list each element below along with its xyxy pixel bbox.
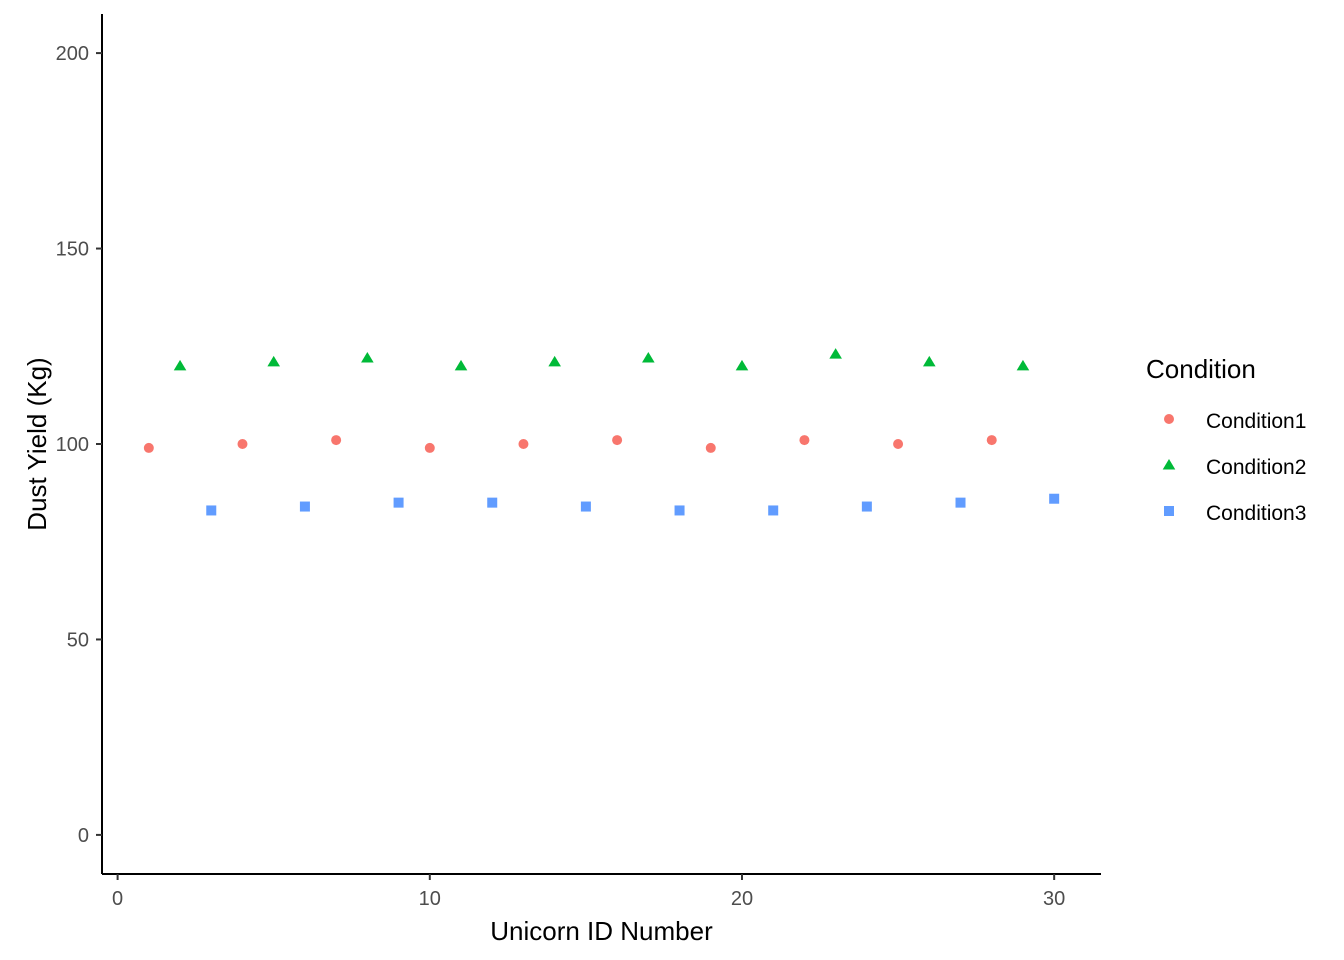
data-point-condition1 xyxy=(518,439,529,449)
data-point-condition2 xyxy=(829,348,842,359)
x-tick-label: 20 xyxy=(731,888,753,910)
y-tick-label: 100 xyxy=(56,434,89,456)
data-points xyxy=(143,348,1060,516)
data-point-condition3 xyxy=(861,501,872,512)
data-point-condition3 xyxy=(1049,493,1060,504)
data-point-condition2 xyxy=(642,352,655,363)
data-point-condition3 xyxy=(768,505,779,516)
x-tick-label: 30 xyxy=(1043,888,1065,910)
data-point-condition3 xyxy=(580,501,591,512)
data-point-condition1 xyxy=(705,442,716,453)
data-point-condition3 xyxy=(487,497,498,508)
data-point-condition2 xyxy=(1016,359,1030,371)
y-tick-label: 50 xyxy=(67,629,89,651)
legend-title: Condition xyxy=(1146,354,1256,384)
data-point-condition1 xyxy=(143,442,154,453)
data-point-condition1 xyxy=(799,435,810,446)
data-point-condition2 xyxy=(361,352,374,363)
data-point-condition2 xyxy=(922,355,936,367)
data-point-condition2 xyxy=(735,359,749,371)
data-point-condition3 xyxy=(393,497,404,508)
legend-key-condition1 xyxy=(1164,414,1174,424)
y-tick-label: 200 xyxy=(56,43,89,65)
legend-label-condition3: Condition3 xyxy=(1206,502,1306,525)
legend-items: Condition1 Condition2 Condition3 xyxy=(1162,410,1306,525)
data-point-condition2 xyxy=(454,359,468,371)
data-point-condition3 xyxy=(955,497,966,508)
data-point-condition2 xyxy=(548,355,561,367)
data-point-condition3 xyxy=(206,505,217,516)
legend-label-condition2: Condition2 xyxy=(1206,456,1306,479)
y-tick-label: 150 xyxy=(56,239,89,261)
legend-key-condition2 xyxy=(1162,459,1176,470)
data-point-condition1 xyxy=(612,435,623,446)
data-point-condition3 xyxy=(674,505,685,516)
data-point-condition1 xyxy=(424,442,435,453)
x-axis-title: Unicorn ID Number xyxy=(490,916,713,946)
legend-label-condition1: Condition1 xyxy=(1206,410,1306,433)
data-point-condition2 xyxy=(267,355,281,367)
data-point-condition1 xyxy=(986,435,997,446)
data-point-condition1 xyxy=(893,439,904,449)
x-tick-label: 0 xyxy=(112,888,123,910)
data-point-condition1 xyxy=(237,439,248,449)
data-point-condition2 xyxy=(173,359,187,371)
legend-key-condition3 xyxy=(1164,506,1174,516)
legend: Condition Condition1 Condition2 Condition3 xyxy=(1146,354,1306,525)
y-axis-title: Dust Yield (Kg) xyxy=(22,357,52,530)
x-tick-label: 10 xyxy=(419,888,441,910)
data-point-condition1 xyxy=(331,435,342,446)
y-axis: 0 50 100 150 200 xyxy=(56,14,103,874)
data-point-condition3 xyxy=(299,501,310,512)
x-axis: 0 10 20 30 xyxy=(102,873,1101,910)
y-tick-label: 0 xyxy=(78,825,89,847)
